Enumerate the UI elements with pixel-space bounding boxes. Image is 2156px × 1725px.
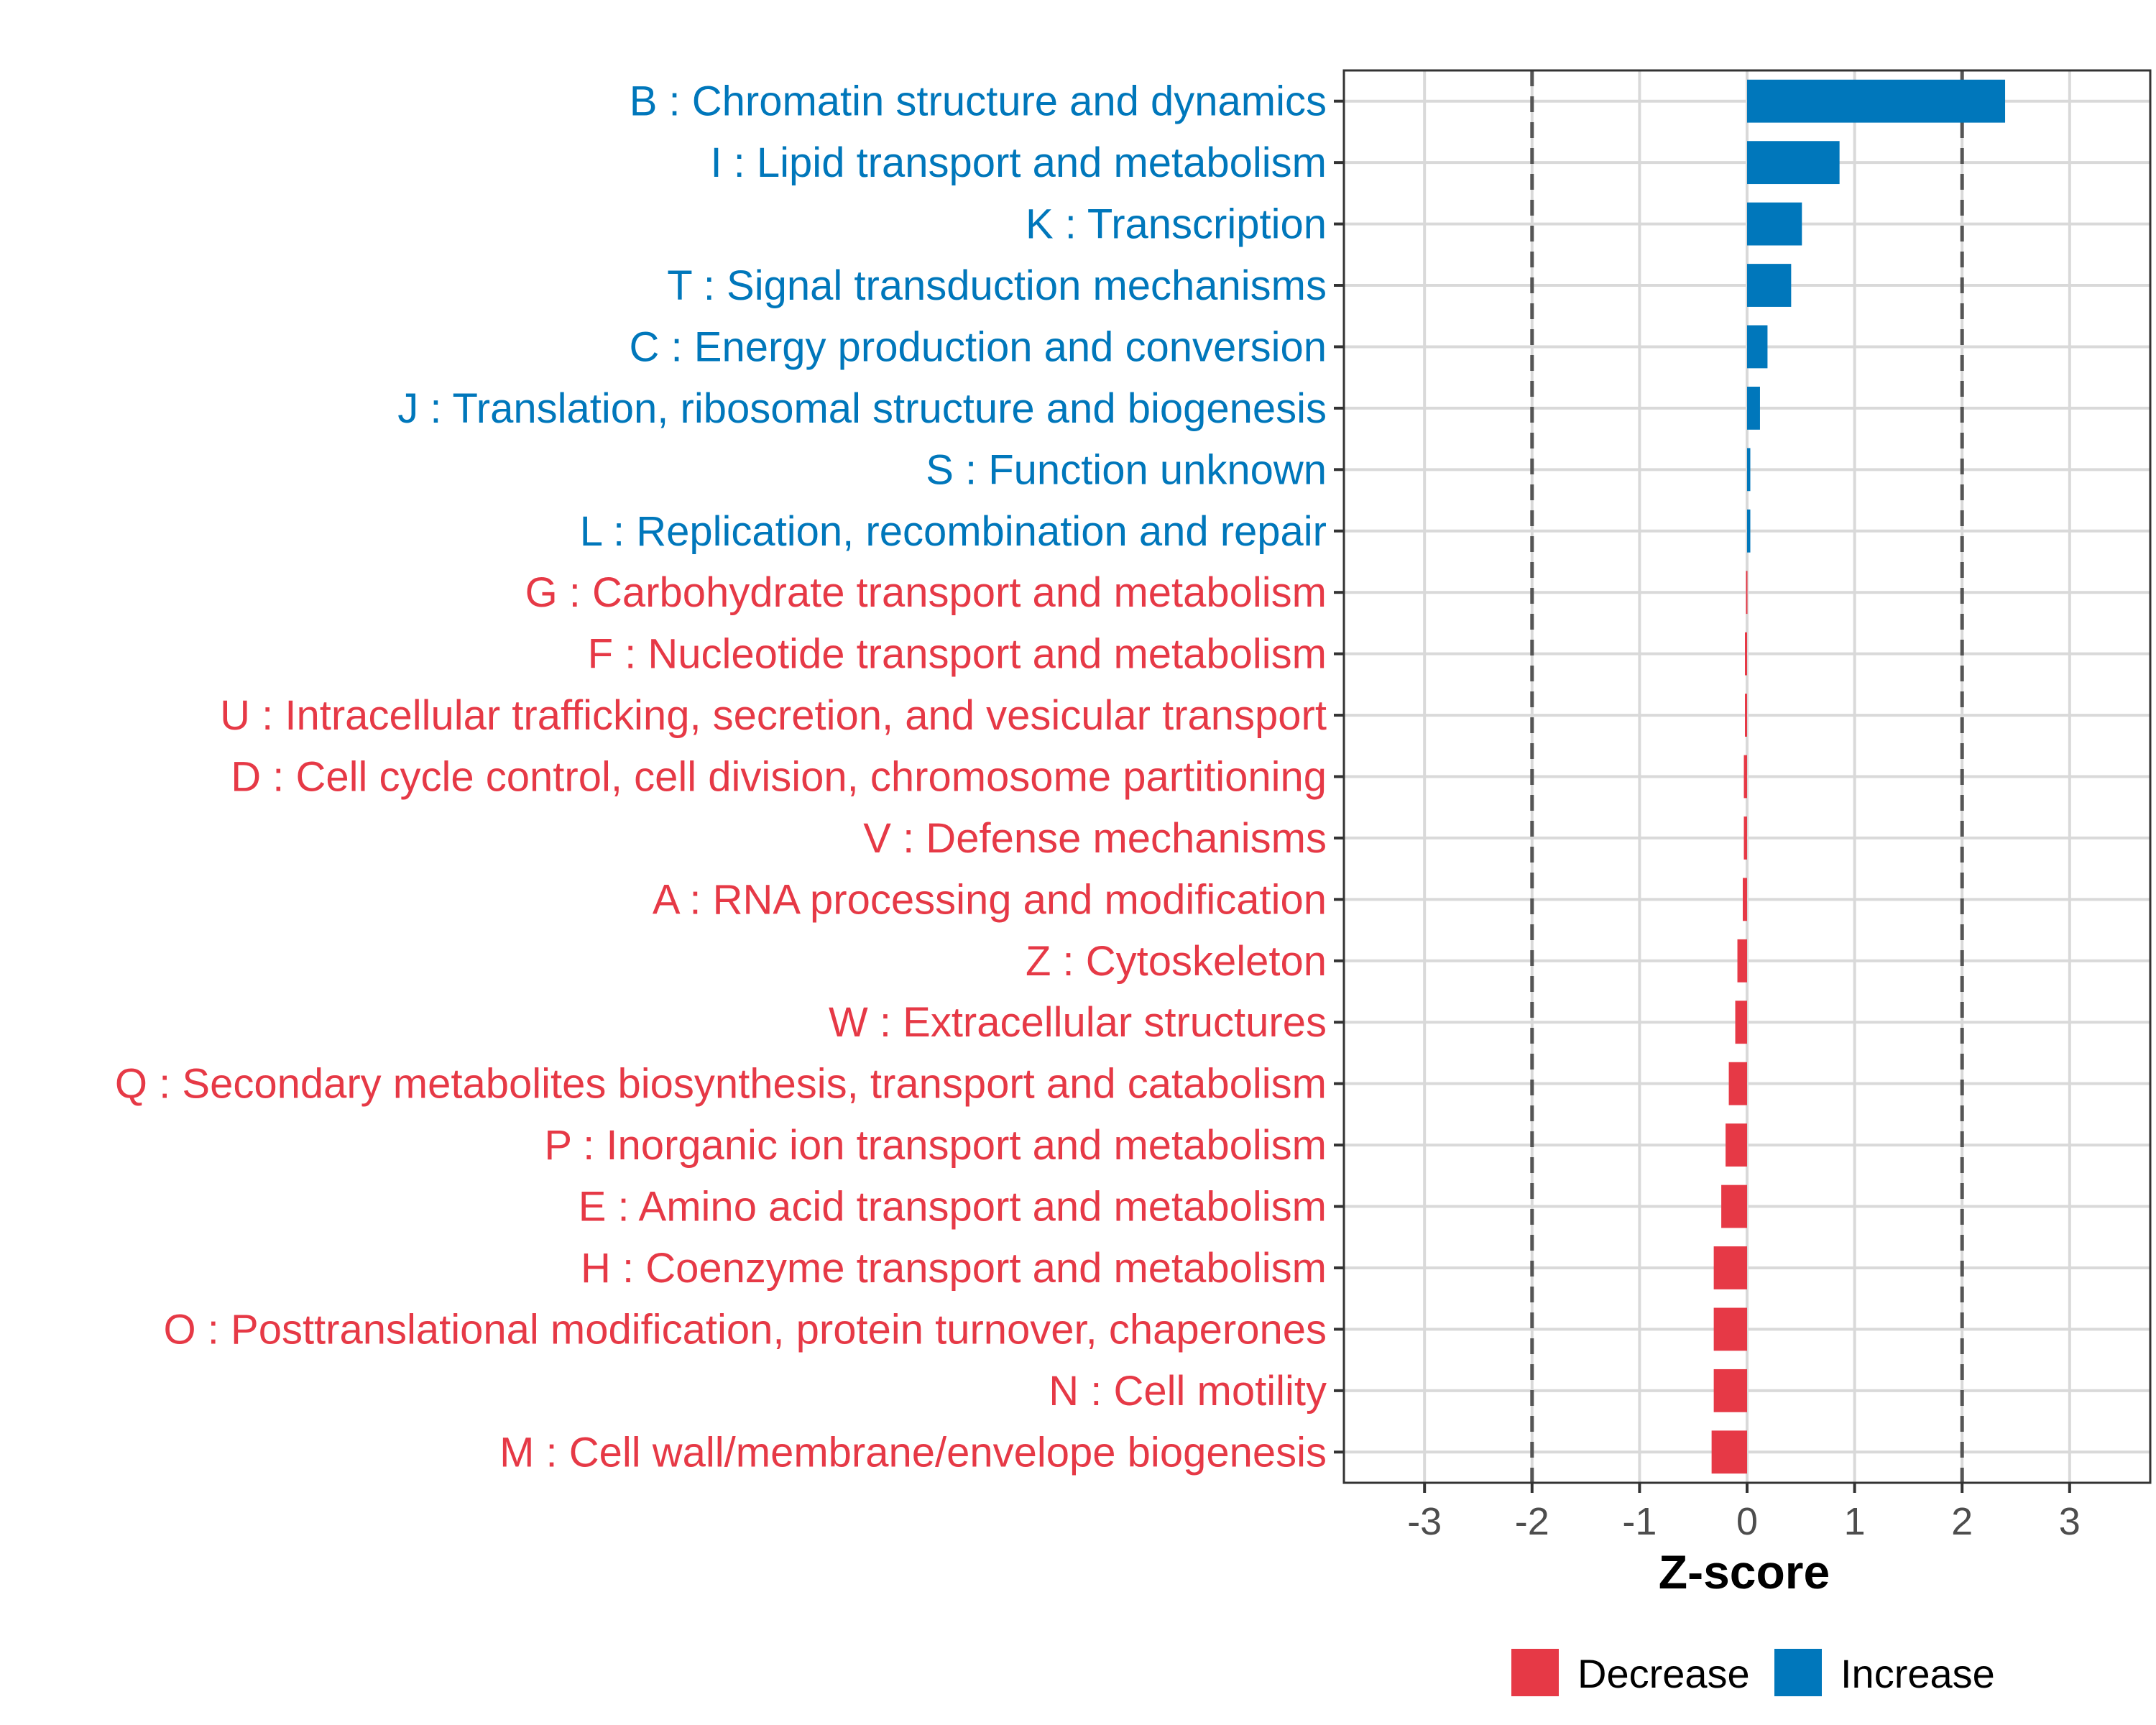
bar <box>1743 755 1747 799</box>
bars <box>1711 79 2006 1474</box>
category-label: K : Transcription <box>1026 201 1327 248</box>
bar <box>1745 694 1747 737</box>
bar <box>1747 386 1760 430</box>
bar <box>1747 141 1840 185</box>
category-label: M : Cell wall/membrane/envelope biogenes… <box>499 1429 1327 1476</box>
category-label: S : Function unknown <box>926 446 1327 493</box>
x-axis-title: Z-score <box>1659 1545 1830 1598</box>
bar <box>1713 1307 1747 1351</box>
x-tick-label: 1 <box>1844 1500 1866 1543</box>
bar <box>1745 632 1747 676</box>
category-label: J : Translation, ribosomal structure and… <box>397 385 1327 432</box>
category-label: P : Inorganic ion transport and metaboli… <box>544 1122 1327 1169</box>
category-label: Q : Secondary metabolites biosynthesis, … <box>115 1061 1327 1108</box>
category-label: I : Lipid transport and metabolism <box>710 139 1327 186</box>
legend: Decrease Increase <box>1511 1649 1995 1696</box>
bar <box>1726 1123 1747 1167</box>
category-label: W : Extracellular structures <box>829 999 1327 1046</box>
x-tick-label: 2 <box>1951 1500 1973 1543</box>
bar <box>1713 1246 1747 1289</box>
bar <box>1728 1062 1747 1105</box>
bar <box>1747 79 2006 123</box>
x-tick-label: -3 <box>1407 1500 1442 1543</box>
bar <box>1747 202 1802 246</box>
category-label: B : Chromatin structure and dynamics <box>630 78 1327 125</box>
category-label: Z : Cytoskeleton <box>1026 938 1327 985</box>
category-label: H : Coenzyme transport and metabolism <box>581 1245 1327 1292</box>
category-label: L : Replication, recombination and repai… <box>580 508 1327 555</box>
bar <box>1711 1430 1747 1474</box>
legend-swatch-decrease <box>1511 1649 1559 1696</box>
category-label: V : Defense mechanisms <box>863 815 1327 862</box>
category-label: A : RNA processing and modification <box>653 876 1327 923</box>
x-tick-label: 3 <box>2059 1500 2081 1543</box>
bar <box>1747 264 1792 307</box>
x-axis: -3 -2 -1 0 1 2 3 <box>1407 1483 2081 1543</box>
x-tick-label: 0 <box>1736 1500 1758 1543</box>
y-axis: B : Chromatin structure and dynamics I : … <box>115 78 1344 1476</box>
bar <box>1735 1000 1747 1044</box>
category-label: O : Posttranslational modification, prot… <box>164 1306 1327 1353</box>
bar <box>1713 1368 1747 1412</box>
legend-swatch-increase <box>1774 1649 1822 1696</box>
bar <box>1747 509 1751 553</box>
x-tick-label: -1 <box>1622 1500 1657 1543</box>
category-label: N : Cell motility <box>1049 1368 1327 1414</box>
legend-label-increase: Increase <box>1841 1651 1995 1696</box>
category-label: E : Amino acid transport and metabolism <box>579 1184 1327 1230</box>
bar <box>1747 448 1751 492</box>
category-label: G : Carbohydrate transport and metabolis… <box>525 569 1327 616</box>
category-label: C : Energy production and conversion <box>630 323 1327 370</box>
reference-lines <box>1530 70 1964 1483</box>
bar <box>1743 816 1747 860</box>
category-label: U : Intracellular trafficking, secretion… <box>220 692 1327 739</box>
x-tick-label: -2 <box>1515 1500 1549 1543</box>
category-label: D : Cell cycle control, cell division, c… <box>231 754 1327 801</box>
bar <box>1746 571 1748 615</box>
bar <box>1737 939 1747 983</box>
bar <box>1721 1184 1747 1228</box>
legend-label-decrease: Decrease <box>1577 1651 1750 1696</box>
category-label: F : Nucleotide transport and metabolism <box>588 631 1327 678</box>
category-label: T : Signal transduction mechanisms <box>667 262 1327 309</box>
bar <box>1747 325 1768 369</box>
bar <box>1743 878 1747 921</box>
